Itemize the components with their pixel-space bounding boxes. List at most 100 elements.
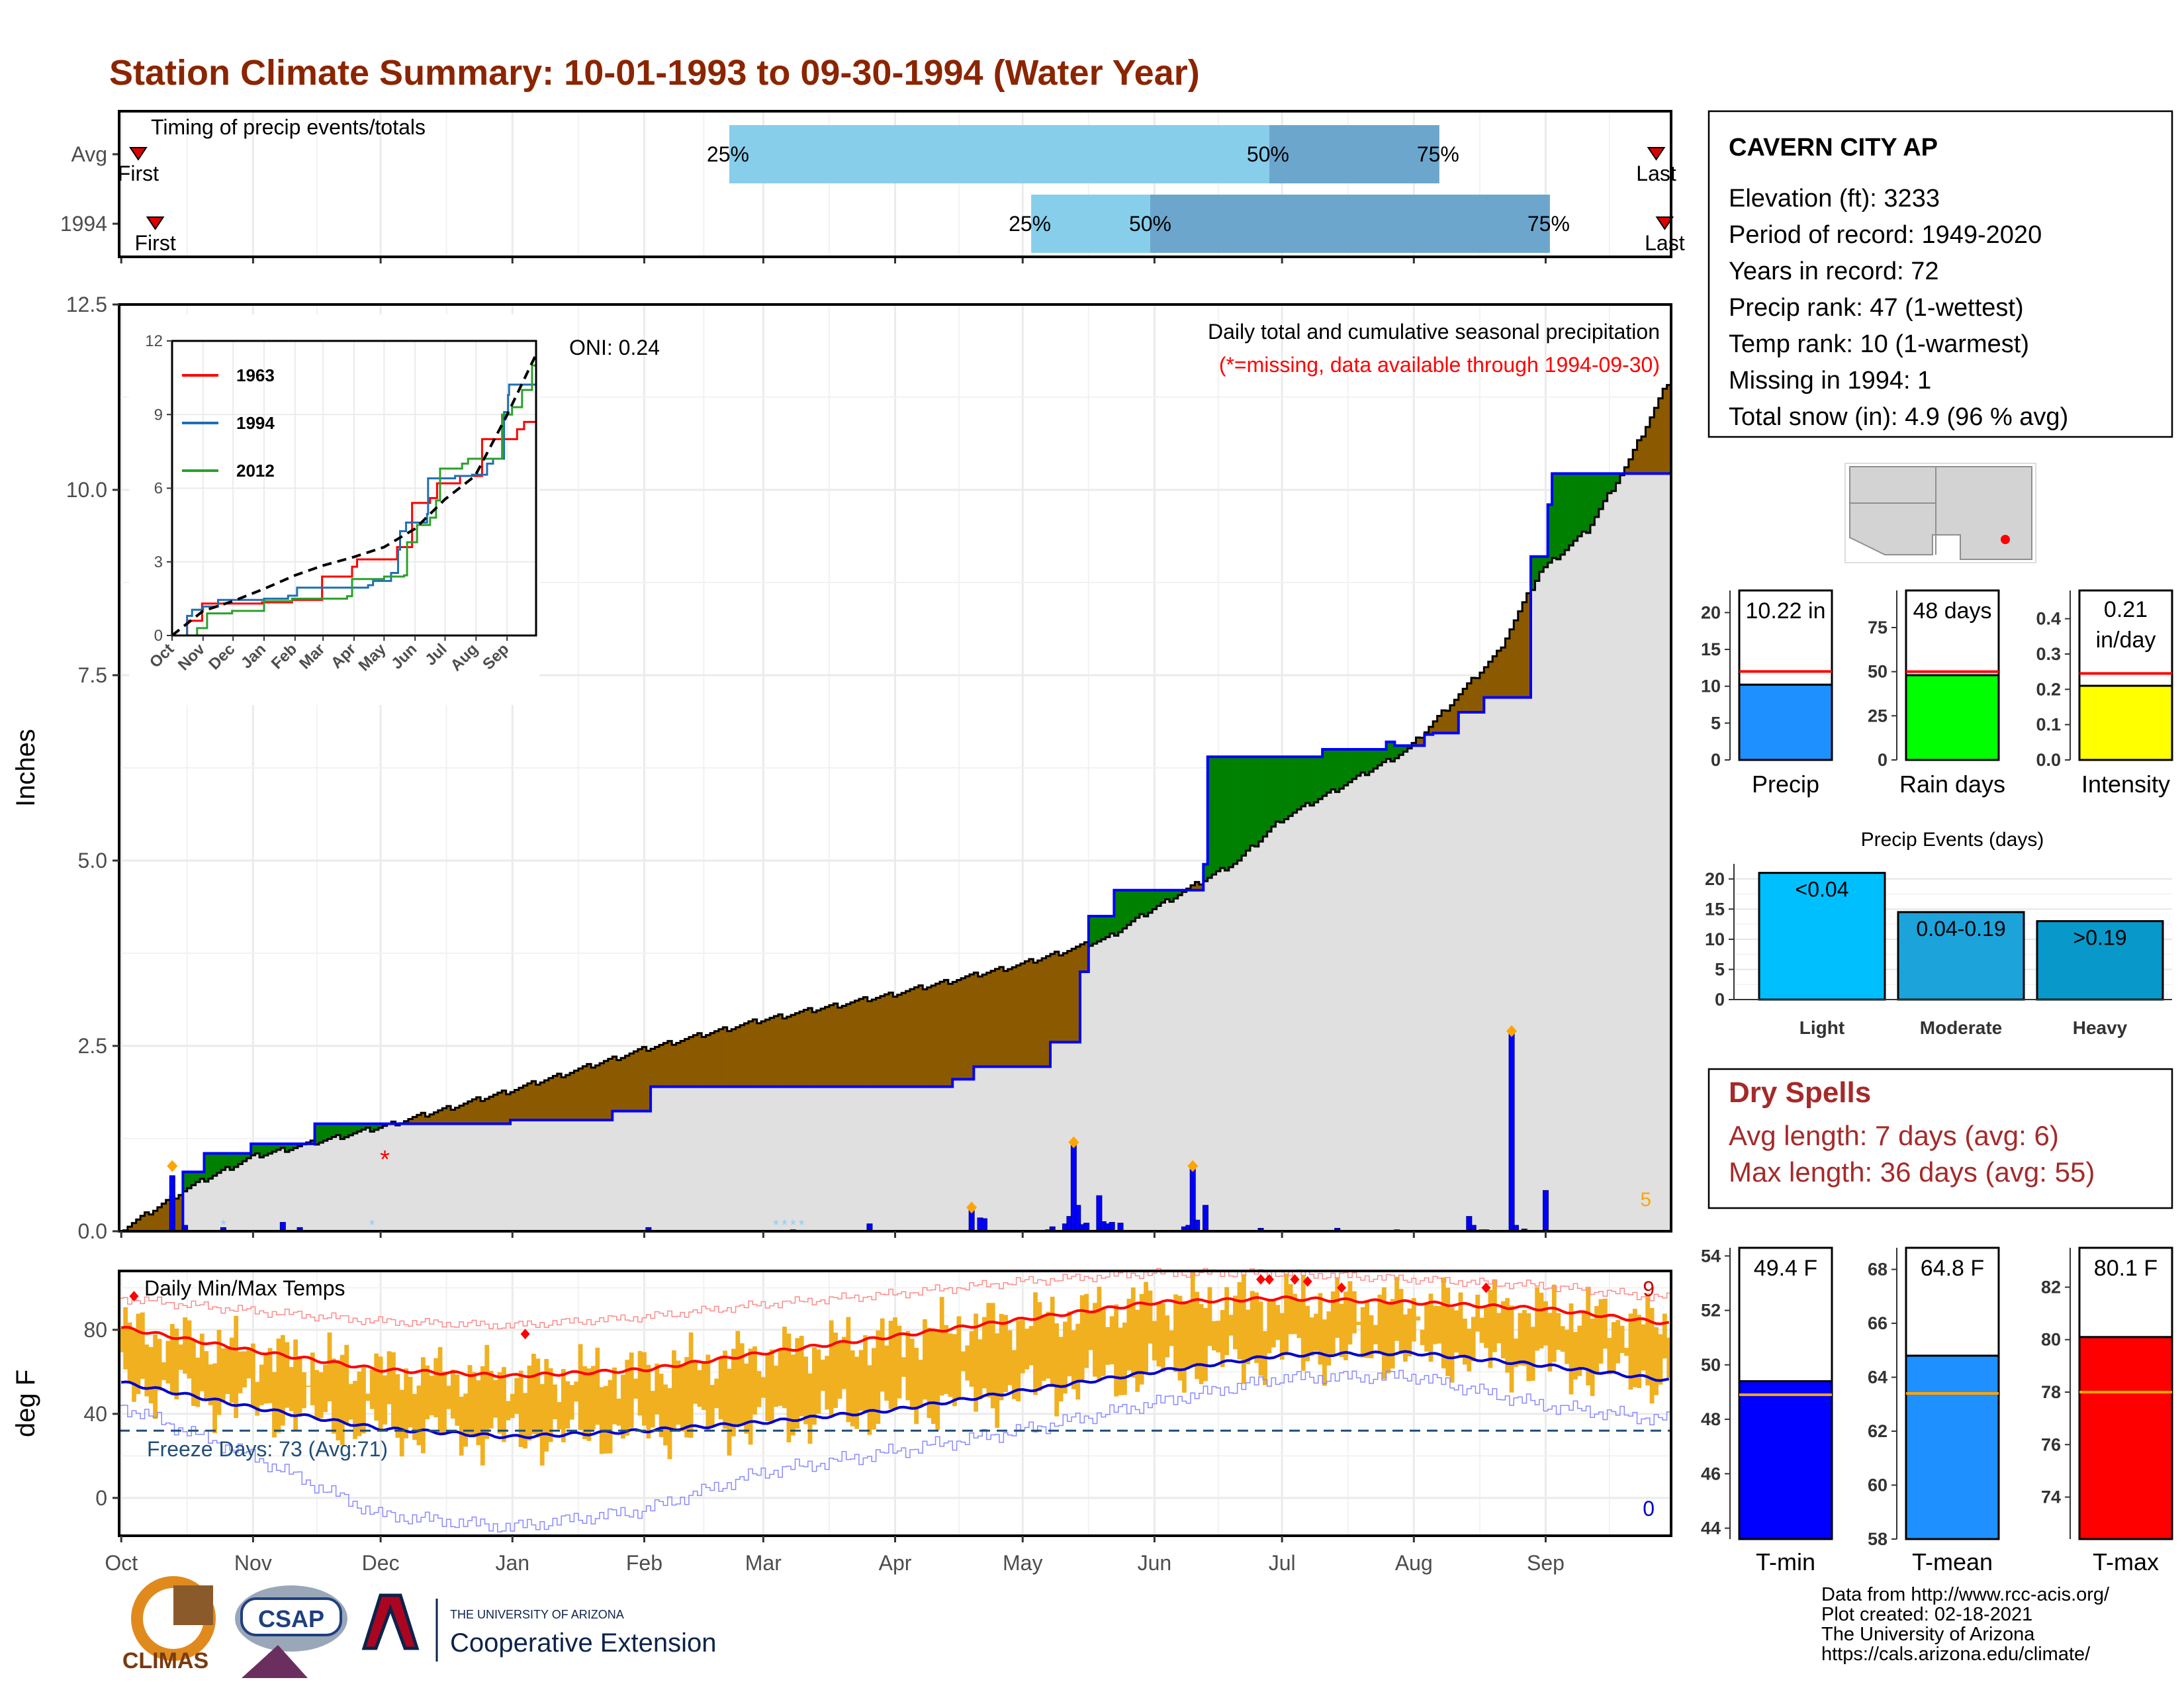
temps-daily-bar [535,1358,541,1438]
precip-above-avg-slice [1203,864,1208,882]
credit-line: The University of Arizona [1821,1624,2035,1645]
temps-daily-bar [1067,1311,1072,1377]
temps-daily-bar [1186,1303,1191,1368]
precip-below-avg-slice [523,1085,527,1120]
temps-x-tick-label: Mar [745,1551,782,1575]
dry-spells-box: Dry Spells Avg length: 7 days (avg: 6) M… [1707,1068,2173,1209]
precip-below-avg-slice [642,1047,647,1111]
precip-below-avg-slice [1420,737,1425,746]
temps-daily-bar [157,1338,162,1391]
events-category-label: Heavy [2073,1017,2128,1038]
ua-logo-a [361,1593,420,1650]
timing-row-label: 1994 [60,212,107,236]
temps-daily-bar [136,1313,141,1394]
precip-below-avg-slice [416,1115,422,1124]
precip-below-avg-slice [782,1018,787,1087]
precip-above-avg-slice [1403,745,1408,752]
temps-daily-bar [416,1385,422,1446]
credits: Data from http://www.rcc-acis.org/ Plot … [1821,1584,2110,1665]
precip-below-avg-slice [731,1029,736,1087]
temps-daily-bar [1075,1323,1081,1400]
temps-daily-bar [132,1330,136,1402]
temps-daily-bar [769,1349,774,1423]
precip-below-avg-slice [833,1003,838,1087]
temps-daily-bar [774,1365,779,1407]
precip-above-avg-slice [1148,890,1153,913]
precip-below-avg-slice [897,994,902,1087]
precip-below-avg-slice [705,1035,711,1087]
temps-daily-bar [1560,1326,1565,1352]
temps-daily-bar [760,1377,766,1398]
temps-x-tick-label: Apr [879,1551,912,1575]
temps-daily-bar [1233,1295,1238,1350]
precip-below-avg-slice [140,1215,145,1231]
temps-daily-bar [323,1364,328,1413]
csap-logo-mountain [242,1645,308,1678]
precip-above-avg-slice [1220,757,1225,868]
climas-logo-text: CLIMAS [122,1648,208,1673]
summary-y-tick-label: 50 [1868,662,1888,682]
temps-daily-bar [854,1356,860,1429]
temps-daily-bar [412,1393,417,1440]
temps-daily-bar [1109,1316,1115,1365]
temps-daily-bar [1279,1313,1285,1360]
precip-above-avg-slice [1577,473,1582,537]
temps-daily-bar [1054,1323,1060,1417]
summary-y-tick-label: 44 [1701,1519,1721,1538]
temps-daily-bar [586,1368,592,1441]
temps-daily-bar [1518,1313,1523,1366]
temps-daily-bar [1577,1325,1582,1376]
temps-daily-bar [655,1363,660,1415]
temps-daily-bar [676,1360,681,1425]
precip-below-avg-slice [1437,716,1442,733]
precip-above-avg-slice [374,1123,379,1130]
station-line: Temp rank: 10 (1-warmest) [1729,330,2029,358]
precip-below-avg-slice [1649,417,1655,474]
temps-daily-bar [1063,1321,1068,1394]
precip-header: Daily total and cumulative seasonal prec… [1208,320,1660,344]
precip-above-avg-slice [1343,749,1348,786]
precip-below-avg-slice [136,1219,141,1231]
temps-y-label: deg F [11,1370,40,1437]
temps-daily-bar [871,1348,876,1430]
temps-daily-bar [518,1370,523,1447]
inset-series-line [172,383,536,637]
precip-below-avg-slice [1190,885,1195,890]
temps-daily-bar [306,1385,311,1387]
events-category-label: Light [1799,1017,1844,1038]
precip-snow-marker: * [369,1217,375,1233]
temps-daily-bar [493,1380,498,1418]
precip-above-avg-slice [191,1172,196,1186]
temps-daily-bar [672,1350,676,1432]
precip-record-diamond [1187,1160,1199,1172]
precip-above-avg-slice [1398,745,1404,755]
temps-daily-bar [1058,1336,1064,1402]
temps-daily-bar [748,1348,753,1445]
temps-daily-bar [1258,1301,1263,1376]
precip-above-avg-slice [1135,890,1140,918]
temps-daily-bar [604,1385,609,1454]
precip-below-avg-slice [586,1064,592,1120]
precip-above-avg-slice [289,1143,294,1150]
precip-missing-marker: * [380,1146,390,1174]
inset-y-tick-label: 12 [145,332,163,350]
precip-below-avg-slice [1024,961,1030,1067]
temps-daily-bar [969,1331,974,1387]
temps-daily-bar [1216,1321,1221,1353]
precip-above-avg-slice [1360,749,1365,773]
temps-daily-bar [148,1346,154,1404]
summary-value-label: 48 days [1913,598,1991,624]
precip-missing-note: (*=missing, data available through 1994-… [1219,353,1660,377]
temps-daily-bar [140,1312,145,1379]
summary-value-label: 10.22 in [1746,598,1826,624]
precip-below-avg-slice [1195,882,1200,890]
summary-box [1738,1246,1833,1382]
summary-y-tick-label: 64 [1868,1368,1888,1387]
precip-below-avg-slice [1500,647,1506,698]
temps-daily-bar [1028,1326,1034,1366]
temps-daily-bar [250,1343,255,1407]
timing-first-label: First [118,162,159,185]
summary-y-tick-label: 66 [1868,1313,1888,1333]
precip-above-avg-slice [327,1123,332,1139]
events-y-tick-label: 0 [1715,990,1725,1009]
